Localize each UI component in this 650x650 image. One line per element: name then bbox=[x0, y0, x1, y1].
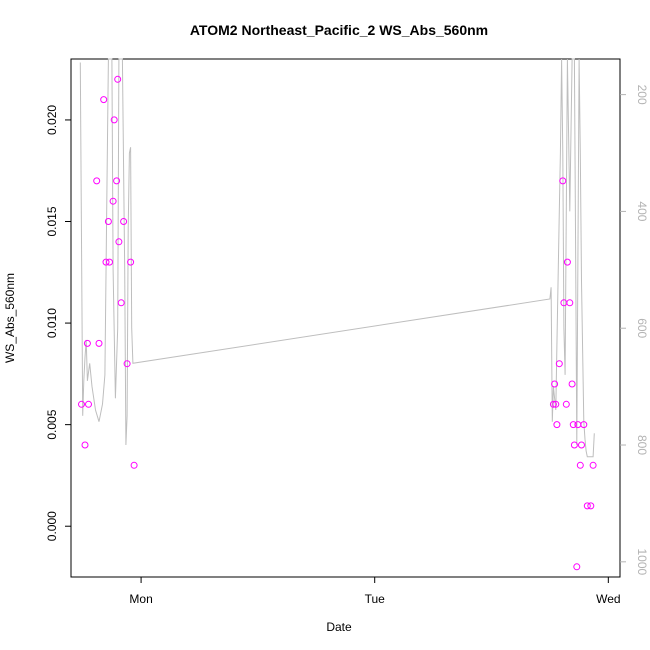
data-point bbox=[566, 299, 574, 307]
data-point bbox=[114, 75, 122, 83]
data-point bbox=[570, 441, 578, 449]
x-axis: Mon Tue Wed bbox=[129, 577, 621, 606]
data-point bbox=[102, 258, 110, 266]
data-point bbox=[583, 502, 591, 510]
data-point bbox=[120, 218, 128, 225]
data-point bbox=[580, 421, 588, 429]
right-axis: 200 400 600 800 1000 bbox=[620, 85, 649, 575]
data-point bbox=[110, 116, 118, 124]
line-series bbox=[79, 58, 595, 458]
data-point bbox=[78, 400, 85, 408]
data-point bbox=[569, 421, 577, 429]
x-tick-label: Mon bbox=[129, 592, 152, 606]
x-tick-label: Tue bbox=[365, 592, 386, 606]
line-series-layer bbox=[79, 58, 595, 458]
data-point bbox=[551, 380, 559, 388]
y-tick-label: 0.020 bbox=[45, 105, 59, 135]
data-point bbox=[81, 441, 89, 449]
point-series-layer bbox=[78, 75, 597, 571]
data-point bbox=[117, 299, 125, 307]
data-point bbox=[106, 258, 113, 266]
right-tick-label: 600 bbox=[635, 318, 649, 338]
data-point bbox=[559, 177, 567, 185]
right-tick-label: 400 bbox=[635, 201, 649, 221]
data-point bbox=[109, 197, 117, 205]
data-point bbox=[115, 238, 123, 246]
y-tick-label: 0.000 bbox=[45, 511, 59, 541]
chart-title: ATOM2 Northeast_Pacific_2 WS_Abs_560nm bbox=[190, 22, 488, 38]
data-point bbox=[587, 502, 595, 510]
data-point bbox=[553, 421, 561, 429]
data-point bbox=[555, 360, 563, 368]
y-axis: 0.000 0.005 0.010 0.015 0.020 bbox=[45, 105, 71, 541]
y-tick-label: 0.005 bbox=[45, 409, 59, 439]
y-tick-label: 0.015 bbox=[45, 206, 59, 236]
data-point bbox=[95, 339, 103, 347]
data-point bbox=[576, 461, 584, 469]
data-point bbox=[113, 177, 121, 185]
x-axis-label: Date bbox=[326, 620, 352, 634]
data-point bbox=[123, 360, 131, 368]
data-point bbox=[589, 461, 597, 469]
y-tick-label: 0.010 bbox=[45, 308, 59, 338]
data-point bbox=[85, 400, 92, 408]
data-point bbox=[130, 461, 138, 469]
data-point bbox=[549, 400, 557, 408]
right-tick-label: 800 bbox=[635, 435, 649, 455]
x-tick-label: Wed bbox=[596, 592, 620, 606]
right-tick-label: 1000 bbox=[635, 548, 649, 575]
y-axis-label: WS_Abs_560nm bbox=[3, 273, 17, 363]
data-point bbox=[562, 400, 570, 408]
right-tick-label: 200 bbox=[635, 85, 649, 105]
data-point bbox=[552, 400, 560, 408]
data-point bbox=[563, 258, 571, 266]
plot-frame bbox=[70, 58, 621, 578]
data-point bbox=[104, 218, 112, 225]
data-point bbox=[578, 441, 585, 449]
data-point bbox=[127, 258, 135, 266]
data-point bbox=[573, 563, 581, 571]
data-point bbox=[100, 96, 108, 104]
data-point bbox=[83, 339, 91, 347]
data-point bbox=[568, 380, 576, 388]
data-point bbox=[93, 177, 101, 185]
